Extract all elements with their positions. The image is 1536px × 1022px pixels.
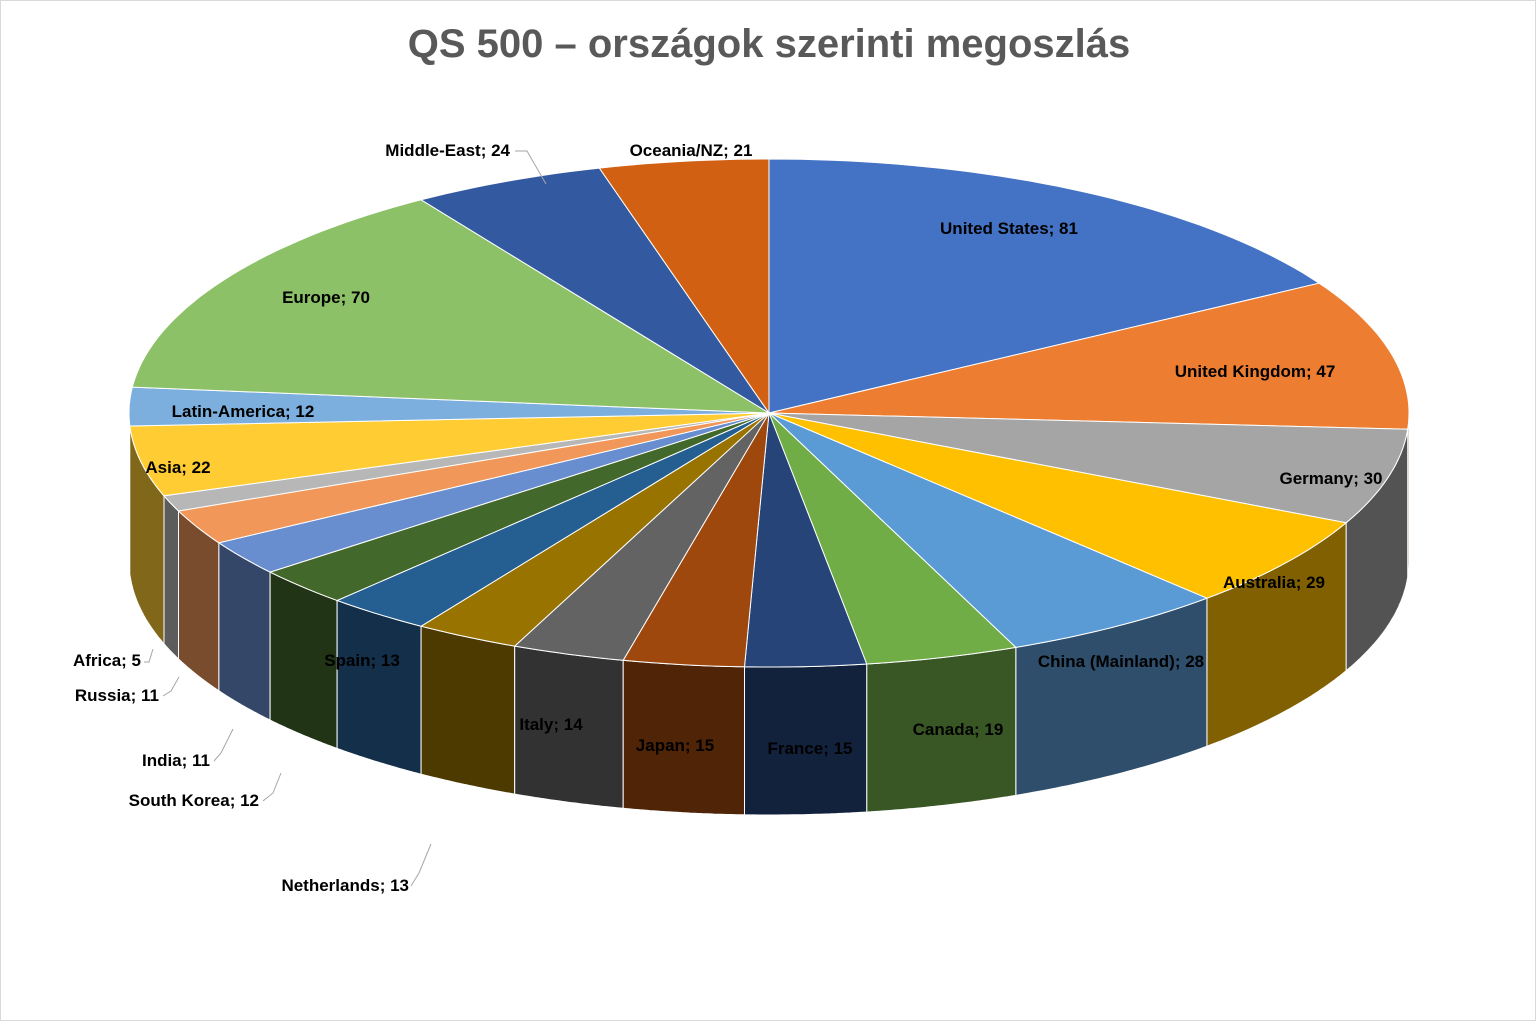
slice-france bbox=[743, 412, 868, 668]
data-label-france: France; 15 bbox=[767, 739, 852, 758]
leader-line bbox=[162, 676, 180, 697]
leader-line bbox=[213, 728, 234, 762]
slice-middle-east bbox=[419, 167, 770, 414]
slice-germany bbox=[768, 412, 1409, 524]
leader-line bbox=[515, 150, 547, 185]
data-label-united-kingdom: United Kingdom; 47 bbox=[1175, 362, 1336, 381]
data-label-spain: Spain; 13 bbox=[324, 651, 400, 670]
data-label-africa: Africa; 5 bbox=[73, 651, 141, 670]
side-africa bbox=[163, 494, 179, 661]
slice-united-states bbox=[768, 158, 1321, 414]
pie-slices bbox=[128, 158, 1410, 668]
data-label-united-states: United States; 81 bbox=[940, 219, 1078, 238]
leader-line bbox=[144, 648, 154, 663]
slice-japan bbox=[622, 412, 770, 668]
data-label-europe: Europe; 70 bbox=[282, 288, 370, 307]
data-label-india: India; 11 bbox=[142, 751, 210, 770]
data-labels: United States; 81 United Kingdom; 47 Germa… bbox=[73, 141, 1383, 895]
data-label-netherlands: Netherlands; 13 bbox=[281, 876, 409, 895]
data-label-china-mainland: China (Mainland); 28 bbox=[1038, 652, 1204, 671]
slice-italy bbox=[513, 412, 770, 661]
slice-netherlands bbox=[419, 412, 770, 647]
data-label-asia: Asia; 22 bbox=[145, 458, 210, 477]
data-label-canada: Canada; 19 bbox=[913, 720, 1004, 739]
slice-south-korea bbox=[268, 412, 770, 602]
slice-china-mainland bbox=[768, 412, 1209, 648]
data-label-russia: Russia; 11 bbox=[75, 686, 159, 705]
chart-title: QS 500 – országok szerinti megoszlás bbox=[408, 22, 1131, 66]
data-label-germany: Germany; 30 bbox=[1280, 469, 1383, 488]
slice-russia bbox=[177, 412, 770, 544]
data-label-oceania-nz: Oceania/NZ; 21 bbox=[630, 141, 753, 160]
side-india bbox=[218, 541, 271, 721]
side-spain bbox=[336, 599, 422, 775]
slice-africa bbox=[163, 412, 770, 512]
leader-line bbox=[262, 772, 282, 802]
slice-canada bbox=[768, 412, 1017, 665]
slice-oceania-nz bbox=[598, 158, 770, 415]
slice-latin-america bbox=[128, 386, 770, 427]
data-label-japan: Japan; 15 bbox=[636, 736, 714, 755]
data-label-south-korea: South Korea; 12 bbox=[129, 791, 259, 810]
data-label-italy: Italy; 14 bbox=[519, 715, 583, 734]
leader-lines bbox=[144, 150, 547, 887]
data-label-latin-america: Latin-America; 12 bbox=[172, 402, 315, 421]
slice-united-kingdom bbox=[768, 282, 1410, 430]
slice-asia bbox=[129, 412, 770, 497]
data-label-middle-east: Middle-East; 24 bbox=[385, 141, 510, 160]
slice-india bbox=[217, 412, 770, 573]
leader-line bbox=[410, 843, 432, 887]
data-label-australia: Australia; 29 bbox=[1223, 573, 1325, 592]
slice-spain bbox=[335, 412, 770, 627]
slice-europe bbox=[131, 199, 771, 414]
slice-australia bbox=[768, 412, 1348, 599]
pie-sides bbox=[128, 413, 1410, 816]
side-netherlands bbox=[420, 625, 516, 795]
